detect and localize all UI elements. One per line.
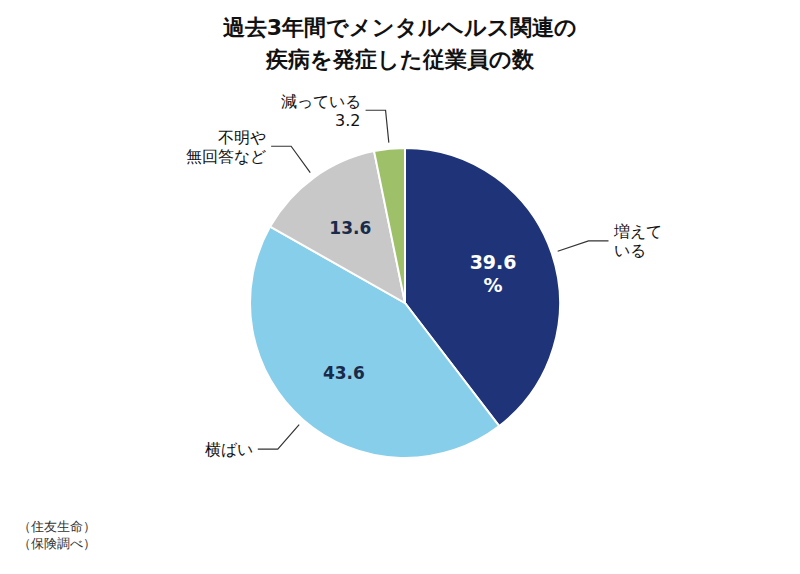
svg-text:横ばい: 横ばい [205, 440, 253, 459]
html-text:疾病を発症した従業員の数: 疾病を発症した従業員の数 [266, 47, 534, 72]
html-text:（住友生命） （保険調べ）: （住友生命） （保険調べ） [18, 519, 96, 551]
svg-text:増えている: 増えている [613, 222, 662, 260]
svg-text:43.6: 43.6 [323, 363, 365, 383]
svg-text:13.6: 13.6 [329, 218, 371, 238]
svg-text:不明や無回答など: 不明や無回答など [186, 127, 266, 165]
html-text:過去3年間でメンタルヘルス関連の: 過去3年間でメンタルヘルス関連の [222, 15, 578, 40]
svg-text:減っている3.2: 減っている3.2 [281, 91, 361, 129]
svg-text:39.6%: 39.6% [470, 251, 517, 296]
